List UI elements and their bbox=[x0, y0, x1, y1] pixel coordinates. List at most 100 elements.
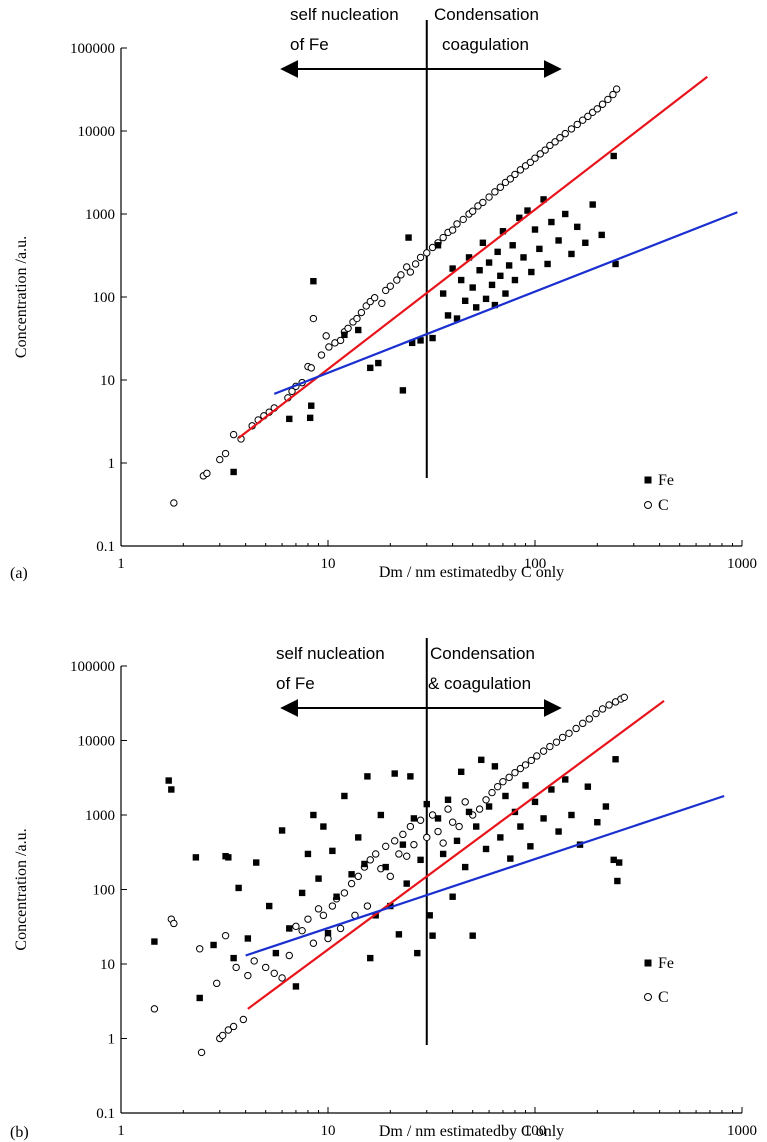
c-point bbox=[390, 837, 399, 845]
fe-point bbox=[308, 402, 315, 409]
fe-point bbox=[479, 239, 487, 246]
annotation-right-line2: coagulation bbox=[442, 35, 529, 54]
x-tick-label: 10 bbox=[321, 1123, 336, 1139]
fe-point bbox=[502, 792, 509, 800]
legend-c-label: C bbox=[658, 497, 669, 514]
y-tick-label: 10 bbox=[100, 957, 115, 973]
c-point bbox=[439, 233, 447, 242]
c-point bbox=[196, 945, 204, 953]
c-point bbox=[203, 469, 211, 478]
fe-point bbox=[417, 337, 424, 344]
c-point bbox=[322, 332, 330, 340]
c-point bbox=[319, 911, 328, 920]
c-point bbox=[546, 141, 554, 150]
y-tick-label: 10000 bbox=[78, 124, 116, 140]
c-point bbox=[609, 90, 617, 99]
c-point bbox=[340, 889, 349, 897]
c-point bbox=[453, 220, 461, 228]
fe-point bbox=[614, 877, 621, 885]
annotation-left-line2: of Fe bbox=[290, 35, 329, 54]
c-point bbox=[213, 979, 221, 988]
c-point bbox=[461, 798, 469, 806]
annotation-left-line1: self nucleation bbox=[276, 644, 385, 663]
x-tick-label: 1000 bbox=[727, 556, 757, 572]
c-point bbox=[561, 129, 569, 138]
c-point bbox=[314, 905, 323, 913]
fe-point bbox=[562, 210, 569, 218]
c-point bbox=[406, 822, 415, 831]
fe-point bbox=[292, 983, 300, 990]
c-point bbox=[482, 796, 490, 804]
c-point bbox=[565, 729, 573, 737]
fe-point bbox=[478, 756, 485, 764]
fe-point bbox=[320, 823, 327, 830]
c-point bbox=[261, 963, 270, 972]
fe-point bbox=[494, 248, 501, 256]
fe-point bbox=[165, 777, 172, 784]
c-point bbox=[229, 430, 238, 439]
red-fit-line bbox=[237, 75, 709, 439]
fe-point bbox=[509, 242, 516, 249]
c-point bbox=[536, 150, 544, 158]
fe-point bbox=[536, 245, 543, 253]
c-point bbox=[485, 193, 493, 201]
x-tick-label: 1 bbox=[117, 556, 125, 572]
fe-point bbox=[453, 315, 461, 322]
c-point bbox=[416, 253, 425, 262]
fe-point bbox=[377, 811, 385, 819]
fe-point bbox=[417, 856, 424, 864]
fe-point bbox=[423, 800, 430, 808]
fe-point bbox=[333, 893, 340, 900]
fe-point bbox=[375, 359, 382, 367]
c-point bbox=[406, 268, 415, 276]
fe-point bbox=[266, 902, 273, 910]
fe-point bbox=[310, 278, 317, 285]
fe-point bbox=[391, 770, 398, 777]
c-point bbox=[353, 314, 361, 323]
fe-point bbox=[278, 827, 286, 834]
y-tick-label: 1 bbox=[108, 1032, 116, 1048]
fe-point bbox=[453, 837, 461, 845]
c-point bbox=[501, 178, 510, 187]
fe-point bbox=[602, 803, 610, 810]
c-point bbox=[347, 879, 356, 888]
c-point bbox=[357, 308, 366, 317]
fe-point bbox=[555, 237, 562, 244]
annotation-left-line2: of Fe bbox=[276, 674, 315, 693]
c-point bbox=[552, 738, 561, 746]
c-point bbox=[428, 243, 437, 252]
c-point bbox=[516, 166, 525, 174]
fe-point bbox=[429, 932, 436, 939]
c-point bbox=[491, 188, 499, 196]
c-point bbox=[423, 833, 431, 842]
c-point bbox=[516, 764, 525, 773]
fe-point bbox=[457, 768, 465, 776]
fe-point bbox=[341, 792, 348, 800]
fe-point bbox=[507, 855, 514, 862]
c-point bbox=[382, 286, 390, 295]
c-point bbox=[423, 249, 431, 257]
fe-point bbox=[387, 902, 394, 910]
fe-point bbox=[403, 880, 410, 887]
y-tick-label: 0.1 bbox=[96, 539, 115, 555]
y-tick-label: 10000 bbox=[78, 734, 116, 750]
fe-point bbox=[469, 284, 476, 291]
c-point bbox=[592, 709, 600, 718]
fe-point bbox=[364, 773, 371, 780]
c-point bbox=[270, 969, 278, 978]
fe-point bbox=[355, 834, 362, 841]
c-point bbox=[572, 724, 580, 733]
fe-point bbox=[540, 815, 547, 822]
legend-c-marker bbox=[644, 993, 652, 1001]
y-tick-label: 1 bbox=[108, 456, 116, 472]
x-tick-label: 10 bbox=[321, 556, 336, 572]
fe-point bbox=[615, 859, 623, 866]
c-point bbox=[521, 761, 530, 769]
c-point bbox=[527, 756, 536, 765]
fe-point bbox=[449, 893, 456, 900]
fe-point bbox=[410, 815, 418, 822]
fe-point bbox=[426, 912, 433, 919]
c-point bbox=[493, 782, 502, 791]
y-tick-label: 100 bbox=[93, 290, 116, 306]
fe-point bbox=[461, 863, 469, 871]
